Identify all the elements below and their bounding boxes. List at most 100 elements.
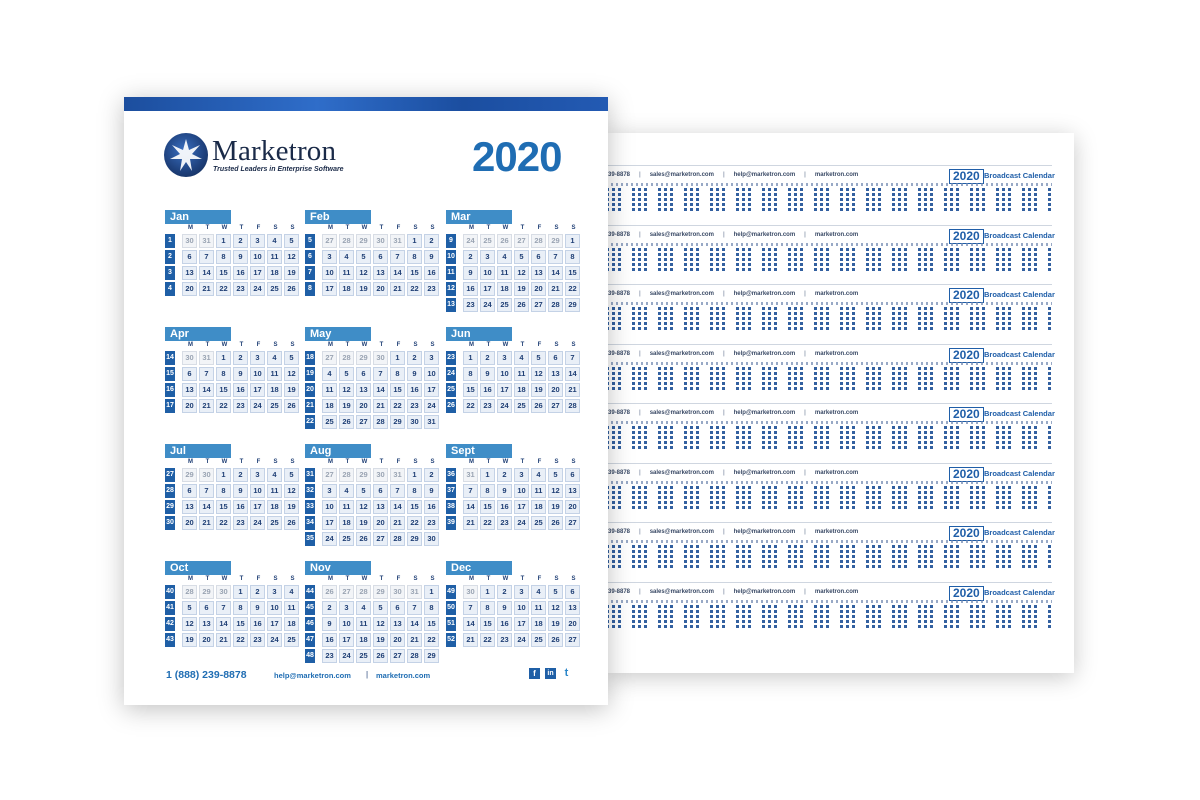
- day-cell: 13: [373, 500, 388, 514]
- day-cell: 6: [390, 601, 405, 615]
- twitter-icon[interactable]: t: [564, 667, 569, 679]
- day-cell: 28: [390, 532, 405, 546]
- weekday-label: M: [188, 459, 193, 465]
- day-cell: 30: [373, 234, 388, 248]
- weekday-label: T: [239, 342, 244, 348]
- footer-email-link[interactable]: help@marketron.com: [274, 671, 351, 680]
- strip-contact-line: 39-8878 | sales@marketron.com | help@marketr…: [608, 231, 859, 238]
- week-number: 34: [305, 516, 315, 530]
- day-cell: 1: [216, 351, 231, 365]
- day-cell: 25: [531, 633, 546, 647]
- month-may: May M T W T F S S 18 27 28 29 30 1 2 3 19 4 5 6 7 8 9 10 20 11 12 1…: [305, 327, 445, 439]
- linkedin-icon[interactable]: in: [545, 668, 556, 679]
- day-cell: 5: [356, 484, 371, 498]
- day-cell: 5: [284, 351, 299, 365]
- day-cell: 6: [373, 250, 388, 264]
- week-number: 39: [446, 516, 456, 530]
- day-cell: 18: [356, 633, 371, 647]
- day-cell: 30: [424, 532, 439, 546]
- day-cell: 26: [284, 282, 299, 296]
- day-cell: 6: [199, 601, 214, 615]
- weekday-label: W: [502, 225, 509, 231]
- day-cell: 13: [373, 266, 388, 280]
- day-cell: 28: [548, 298, 563, 312]
- day-cell: 29: [356, 468, 371, 482]
- day-cell: 9: [424, 250, 439, 264]
- broadcast-strip: 39-8878 | sales@marketron.com | help@marketr…: [606, 343, 1074, 404]
- day-cell: 20: [565, 617, 580, 631]
- day-cell: 3: [322, 484, 337, 498]
- day-cell: 7: [216, 601, 231, 615]
- day-cell: 22: [463, 399, 478, 413]
- footer-phone[interactable]: 1 (888) 239-8878: [166, 669, 247, 681]
- day-cell: 31: [424, 415, 439, 429]
- day-cell: 19: [548, 500, 563, 514]
- broadcast-strip: 39-8878 | sales@marketron.com | help@marketr…: [606, 581, 1074, 642]
- week-number: 19: [305, 367, 315, 381]
- day-cell: 8: [216, 367, 231, 381]
- weekday-label: T: [205, 225, 210, 231]
- week-number: 33: [305, 500, 315, 514]
- day-cell: 17: [250, 500, 265, 514]
- day-cell: 22: [216, 282, 231, 296]
- strip-year-badge: 2020: [949, 347, 984, 363]
- day-cell: 1: [424, 585, 439, 599]
- day-cell: 24: [267, 633, 282, 647]
- facebook-icon[interactable]: f: [529, 668, 540, 679]
- day-cell: 9: [480, 367, 495, 381]
- day-cell: 22: [565, 282, 580, 296]
- weekday-label: S: [430, 342, 435, 348]
- day-cell: 5: [356, 250, 371, 264]
- day-cell: 7: [565, 351, 580, 365]
- day-cell: 17: [339, 633, 354, 647]
- week-number: 44: [305, 585, 315, 599]
- day-cell: 18: [514, 383, 529, 397]
- day-cell: 1: [390, 351, 405, 365]
- weekday-label: S: [413, 459, 418, 465]
- broadcast-strip: 39-8878 | sales@marketron.com | help@marketr…: [606, 522, 1074, 582]
- day-cell: 16: [463, 282, 478, 296]
- weekday-label: T: [486, 342, 491, 348]
- day-cell: 1: [565, 234, 580, 248]
- day-cell: 7: [390, 484, 405, 498]
- day-cell: 8: [216, 484, 231, 498]
- day-cell: 24: [514, 516, 529, 530]
- day-cell: 14: [390, 266, 405, 280]
- day-cell: 22: [216, 399, 231, 413]
- weekday-label: T: [486, 225, 491, 231]
- day-cell: 18: [339, 282, 354, 296]
- day-cell: 24: [250, 516, 265, 530]
- week-number: 40: [165, 585, 175, 599]
- week-number: 24: [446, 367, 456, 381]
- day-cell: 11: [531, 601, 546, 615]
- day-cell: 4: [267, 468, 282, 482]
- day-cell: 17: [250, 383, 265, 397]
- day-cell: 31: [463, 468, 478, 482]
- strip-title: Broadcast Calendar: [984, 349, 1055, 359]
- weekday-label: M: [328, 225, 333, 231]
- day-cell: 28: [565, 399, 580, 413]
- day-cell: 21: [548, 282, 563, 296]
- day-cell: 2: [424, 234, 439, 248]
- day-cell: 30: [373, 351, 388, 365]
- weekday-label: M: [188, 225, 193, 231]
- day-cell: 5: [548, 468, 563, 482]
- week-number: 22: [305, 415, 315, 429]
- strip-contact-line: 39-8878 | sales@marketron.com | help@marketr…: [608, 469, 859, 476]
- day-cell: 17: [514, 617, 529, 631]
- day-cell: 16: [233, 500, 248, 514]
- strip-contact-line: 39-8878 | sales@marketron.com | help@marketr…: [608, 350, 859, 357]
- day-cell: 2: [407, 351, 422, 365]
- marketron-logo-icon: [164, 133, 208, 177]
- day-cell: 31: [199, 351, 214, 365]
- footer-website-link[interactable]: marketron.com: [376, 671, 431, 680]
- day-cell: 30: [373, 468, 388, 482]
- day-cell: 17: [267, 617, 282, 631]
- calendar-year: 2020: [472, 133, 562, 180]
- week-number: 15: [165, 367, 175, 381]
- day-cell: 10: [424, 367, 439, 381]
- day-cell: 10: [497, 367, 512, 381]
- weekday-label: S: [290, 576, 295, 582]
- weekday-label: F: [396, 225, 401, 231]
